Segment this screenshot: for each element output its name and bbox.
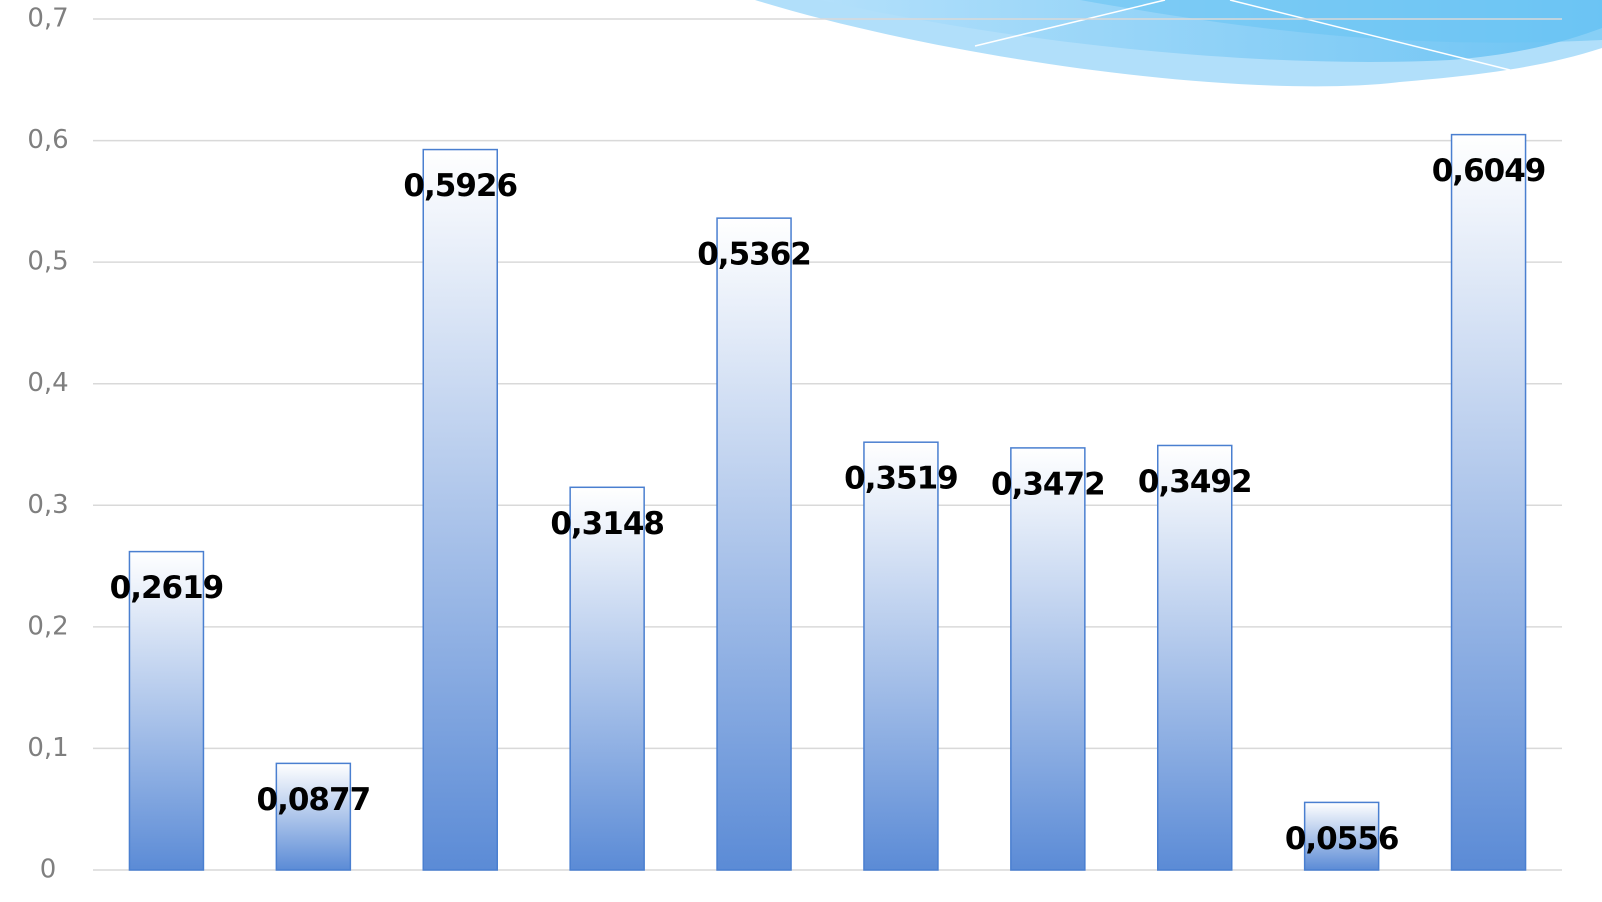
y-tick-label: 0,3	[27, 490, 68, 520]
value-label: 0,0877	[257, 782, 371, 818]
value-label: 0,5362	[697, 237, 811, 273]
value-label: 0,3519	[844, 461, 958, 497]
value-label: 0,3492	[1138, 464, 1252, 500]
y-tick-label: 0,1	[27, 733, 68, 763]
bar	[864, 442, 938, 870]
y-tick-label: 0,5	[27, 247, 68, 277]
y-tick-label: 0,2	[27, 611, 68, 641]
value-label: 0,0556	[1285, 821, 1399, 857]
value-label: 0,5926	[403, 168, 517, 204]
bar	[717, 218, 791, 870]
bar	[1158, 445, 1232, 870]
y-tick-label: 0	[40, 855, 57, 885]
value-label: 0,2619	[110, 570, 224, 606]
value-label: 0,3472	[991, 466, 1105, 502]
bar	[423, 150, 497, 870]
bar	[1011, 448, 1085, 870]
bar	[570, 487, 644, 870]
bar	[1452, 135, 1526, 870]
value-label: 0,3148	[550, 506, 664, 542]
value-label: 0,6049	[1432, 153, 1546, 189]
chart: 0 0,1 0,2 0,3 0,4 0,5 0,6 0,7 0,2619 0,0877 0,5926…	[0, 0, 1602, 902]
y-tick-label: 0,6	[27, 125, 68, 155]
y-tick-label: 0,7	[27, 4, 68, 34]
decoration	[755, 0, 1602, 86]
y-tick-label: 0,4	[27, 368, 68, 398]
